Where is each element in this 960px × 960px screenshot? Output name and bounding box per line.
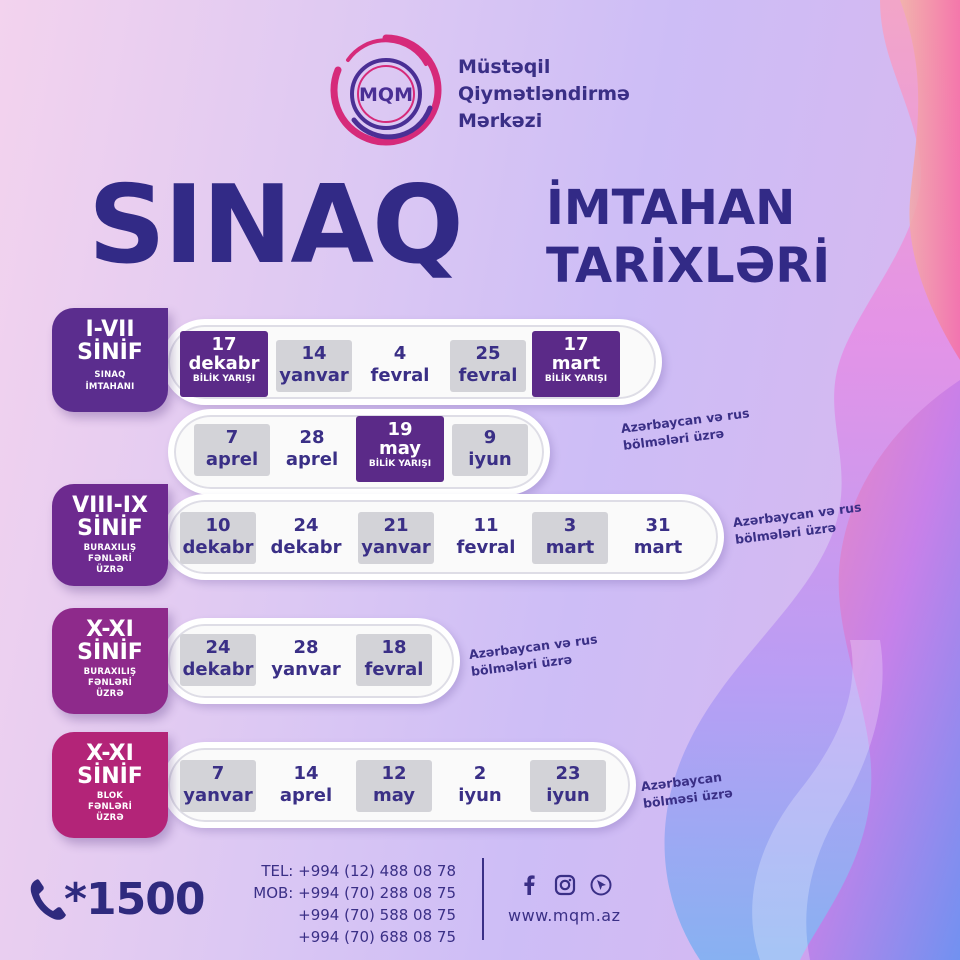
section-note: Azərbaycan və rus bölmələri üzrə bbox=[468, 631, 599, 679]
exam-date-cell: 9 iyun bbox=[452, 424, 528, 476]
headline-line-2: TARİXLƏRİ bbox=[546, 238, 831, 294]
social-links bbox=[518, 874, 612, 896]
exam-date-cell: 21 yanvar bbox=[358, 512, 434, 564]
contact-phone[interactable]: +994 (70) 588 08 75 bbox=[298, 906, 456, 924]
exam-date-cell: 7 aprel bbox=[194, 424, 270, 476]
exam-date-cell: 4 fevral bbox=[370, 343, 430, 386]
website-link[interactable]: www.mqm.az bbox=[508, 906, 621, 925]
exam-date-cell: 17 dekabr BİLİK YARIŞI bbox=[180, 331, 268, 397]
exam-date-cell: 28 aprel bbox=[285, 427, 339, 470]
sinif-label: SİNİF bbox=[77, 516, 143, 541]
exam-date-cell: 10 dekabr bbox=[180, 512, 256, 564]
instagram-icon[interactable] bbox=[554, 874, 576, 896]
exam-date-cell: 12 may bbox=[356, 760, 432, 812]
grade-badge: X-XI SİNİF BLOK FƏNLƏRİ ÜZRƏ bbox=[52, 732, 168, 838]
exam-date-cell: 24 dekabr bbox=[180, 634, 256, 686]
exam-date-cell: 18 fevral bbox=[356, 634, 432, 686]
headline-line-1: İMTAHAN bbox=[546, 180, 796, 236]
grade-label: X-XI bbox=[86, 741, 134, 766]
hotline-number[interactable]: *1500 bbox=[64, 874, 205, 925]
footer-divider bbox=[482, 858, 484, 940]
exam-date-cell: 31 mart bbox=[633, 515, 683, 558]
sinif-label: SİNİF bbox=[77, 640, 143, 665]
exam-date-cell: 11 fevral bbox=[456, 515, 516, 558]
facebook-icon[interactable] bbox=[518, 874, 540, 896]
exam-date-cell: 2 iyun bbox=[458, 763, 502, 806]
contact-phone[interactable]: TEL: +994 (12) 488 08 78 bbox=[261, 862, 456, 880]
contact-phone[interactable]: MOB: +994 (70) 288 08 75 bbox=[253, 884, 456, 902]
exam-date-cell: 19 may BİLİK YARIŞI bbox=[356, 416, 444, 482]
grade-badge: X-XI SİNİF BURAXILIŞ FƏNLƏRİ ÜZRƏ bbox=[52, 608, 168, 714]
phone-icon bbox=[30, 879, 66, 920]
cursor-icon[interactable] bbox=[590, 874, 612, 896]
headline-main: SINAQ bbox=[88, 163, 464, 288]
contact-phone[interactable]: +994 (70) 688 08 75 bbox=[298, 928, 456, 946]
logo-letters: MQM bbox=[359, 84, 413, 106]
grade-description: BURAXILIŞ FƏNLƏRİ ÜZRƏ bbox=[83, 667, 137, 699]
grade-description: BURAXILIŞ FƏNLƏRİ ÜZRƏ bbox=[83, 543, 137, 575]
grade-label: I-VII bbox=[85, 317, 135, 342]
grade-badge: I-VII SİNİF SINAQ İMTAHANI bbox=[52, 308, 168, 412]
grade-badge: VIII-IX SİNİF BURAXILIŞ FƏNLƏRİ ÜZRƏ bbox=[52, 484, 168, 586]
brand-name-line: Qiymətləndirmə bbox=[458, 83, 630, 105]
exam-date-cell: 7 yanvar bbox=[180, 760, 256, 812]
exam-date-cell: 14 yanvar bbox=[276, 340, 352, 392]
mqm-logo: MQM bbox=[330, 34, 442, 146]
exam-date-cell: 23 iyun bbox=[530, 760, 606, 812]
exam-date-cell: 24 dekabr bbox=[270, 515, 342, 558]
grade-description: BLOK FƏNLƏRİ ÜZRƏ bbox=[88, 791, 132, 823]
section-note: Azərbaycan bölməsi üzrə bbox=[640, 769, 734, 811]
section-note: Azərbaycan və rus bölmələri üzrə bbox=[620, 405, 751, 453]
brand-name-line: Müstəqil bbox=[458, 56, 551, 78]
brand-name: Müstəqil Qiymətləndirmə Mərkəzi bbox=[458, 54, 630, 135]
sinif-label: SİNİF bbox=[77, 340, 143, 365]
contact-list: TEL: +994 (12) 488 08 78 MOB: +994 (70) … bbox=[230, 860, 456, 948]
grade-label: X-XI bbox=[86, 617, 134, 642]
section-note: Azərbaycan və rus bölmələri üzrə bbox=[732, 499, 863, 547]
exam-date-cell: 14 aprel bbox=[279, 763, 333, 806]
exam-date-cell: 25 fevral bbox=[450, 340, 526, 392]
sinif-label: SİNİF bbox=[77, 764, 143, 789]
grade-description: SINAQ İMTAHANI bbox=[85, 370, 135, 392]
exam-date-cell: 28 yanvar bbox=[271, 637, 341, 680]
grade-label: VIII-IX bbox=[72, 493, 148, 518]
brand-name-line: Mərkəzi bbox=[458, 110, 543, 132]
exam-date-cell: 17 mart BİLİK YARIŞI bbox=[532, 331, 620, 397]
exam-date-cell: 3 mart bbox=[532, 512, 608, 564]
